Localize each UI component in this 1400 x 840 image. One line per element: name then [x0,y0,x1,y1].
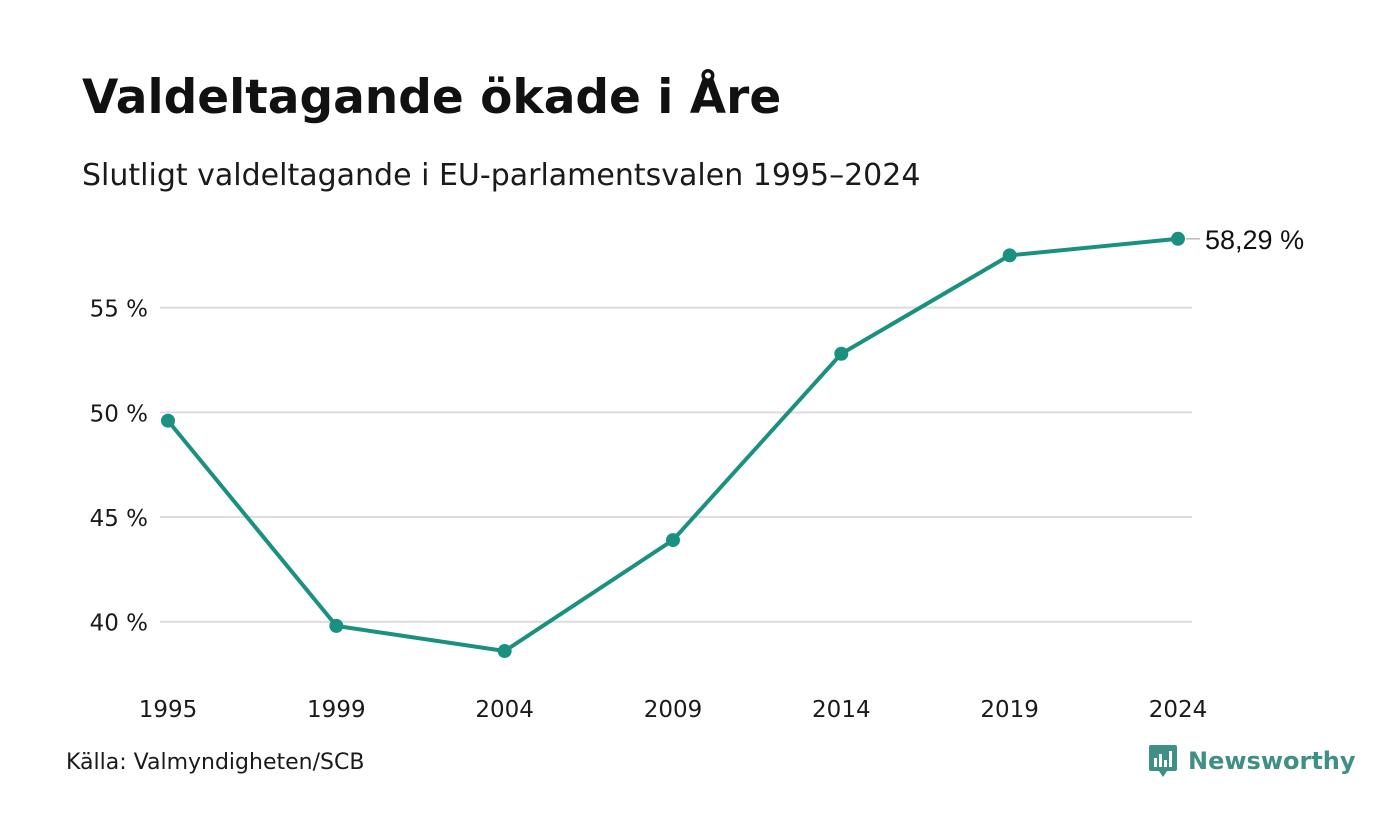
newsworthy-logo-icon [1149,745,1177,777]
data-point-2024 [1171,231,1185,246]
series-line [166,236,1180,654]
x-axis-tick-labels: 1995 1999 2004 2009 2014 2019 2024 [139,697,1208,723]
series-layer [161,231,1185,659]
data-point-2019 [1002,248,1017,263]
newsworthy-logo: Newsworthy [1148,743,1356,779]
data-point-2009 [666,533,680,548]
data-point-2014 [834,346,849,361]
x-tick-label: 2009 [644,697,703,723]
gridlines [160,306,1192,623]
brand-name: Newsworthy [1188,747,1356,775]
chart-title: Valdeltagande ökade i Åre [82,70,782,125]
y-axis-tick-labels: 40 % 45 % 50 % 55 % [90,297,148,637]
x-tick-label: 1995 [139,697,198,723]
y-tick-label: 45 % [90,506,148,532]
y-tick-label: 50 % [90,401,148,427]
x-tick-label: 2004 [475,697,534,723]
chart-subtitle: Slutligt valdeltagande i EU-parlamentsva… [82,158,921,193]
data-label-layer: 58,29 % [1186,225,1304,255]
y-tick-label: 55 % [90,297,148,323]
x-tick-label: 1999 [307,697,366,723]
data-point-1995 [161,413,175,428]
y-tick-label: 40 % [90,611,148,637]
source-note: Källa: Valmyndigheten/SCB [66,750,365,775]
data-point-1999 [329,618,344,633]
x-tick-label: 2014 [812,697,871,723]
end-value-label: 58,29 % [1205,225,1304,255]
data-point-2004 [497,644,512,659]
x-tick-label: 2024 [1149,697,1208,723]
x-tick-label: 2019 [980,697,1039,723]
